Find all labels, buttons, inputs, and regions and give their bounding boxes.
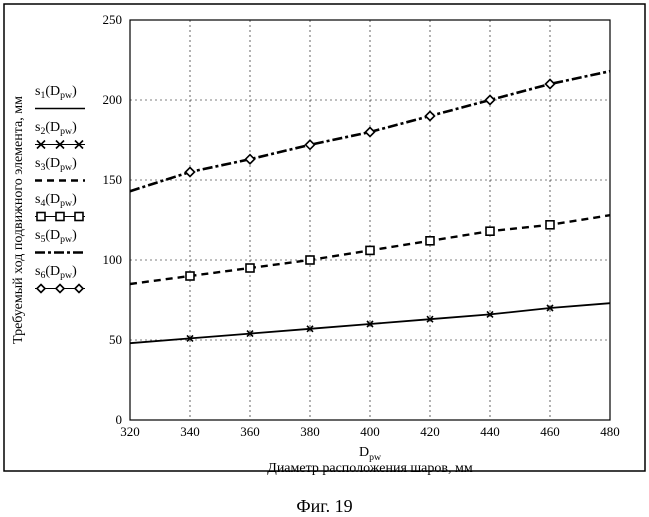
svg-text:200: 200: [103, 92, 123, 107]
line-chart: 320 340 360 380 400 420 440 460 480 0 50 100 150 200 2…: [0, 0, 649, 475]
svg-text:480: 480: [600, 424, 620, 439]
series-s5_s6: [130, 71, 610, 191]
svg-text:400: 400: [360, 424, 380, 439]
svg-text:440: 440: [480, 424, 500, 439]
series-s1_s2: [130, 303, 610, 343]
legend-label: s6(Dpw): [35, 264, 77, 281]
legend-label: s3(Dpw): [35, 156, 77, 173]
svg-text:340: 340: [180, 424, 200, 439]
svg-text:250: 250: [103, 12, 123, 27]
figure-container: 320 340 360 380 400 420 440 460 480 0 50 100 150 200 2…: [0, 0, 649, 500]
svg-text:0: 0: [116, 412, 123, 427]
legend-label: s1(Dpw): [35, 84, 77, 101]
svg-text:460: 460: [540, 424, 560, 439]
svg-text:50: 50: [109, 332, 122, 347]
svg-text:320: 320: [120, 424, 140, 439]
svg-text:100: 100: [103, 252, 123, 267]
svg-text:150: 150: [103, 172, 123, 187]
svg-text:380: 380: [300, 424, 320, 439]
svg-text:Диаметр расположения шаров, мм: Диаметр расположения шаров, мм: [267, 461, 473, 475]
legend-label: s5(Dpw): [35, 228, 77, 245]
svg-text:Требуемый ход подвижного элеме: Требуемый ход подвижного элемента, мм: [11, 96, 26, 344]
svg-text:420: 420: [420, 424, 440, 439]
legend-label: s2(Dpw): [35, 120, 77, 137]
legend-label: s4(Dpw): [35, 192, 77, 209]
svg-text:360: 360: [240, 424, 260, 439]
